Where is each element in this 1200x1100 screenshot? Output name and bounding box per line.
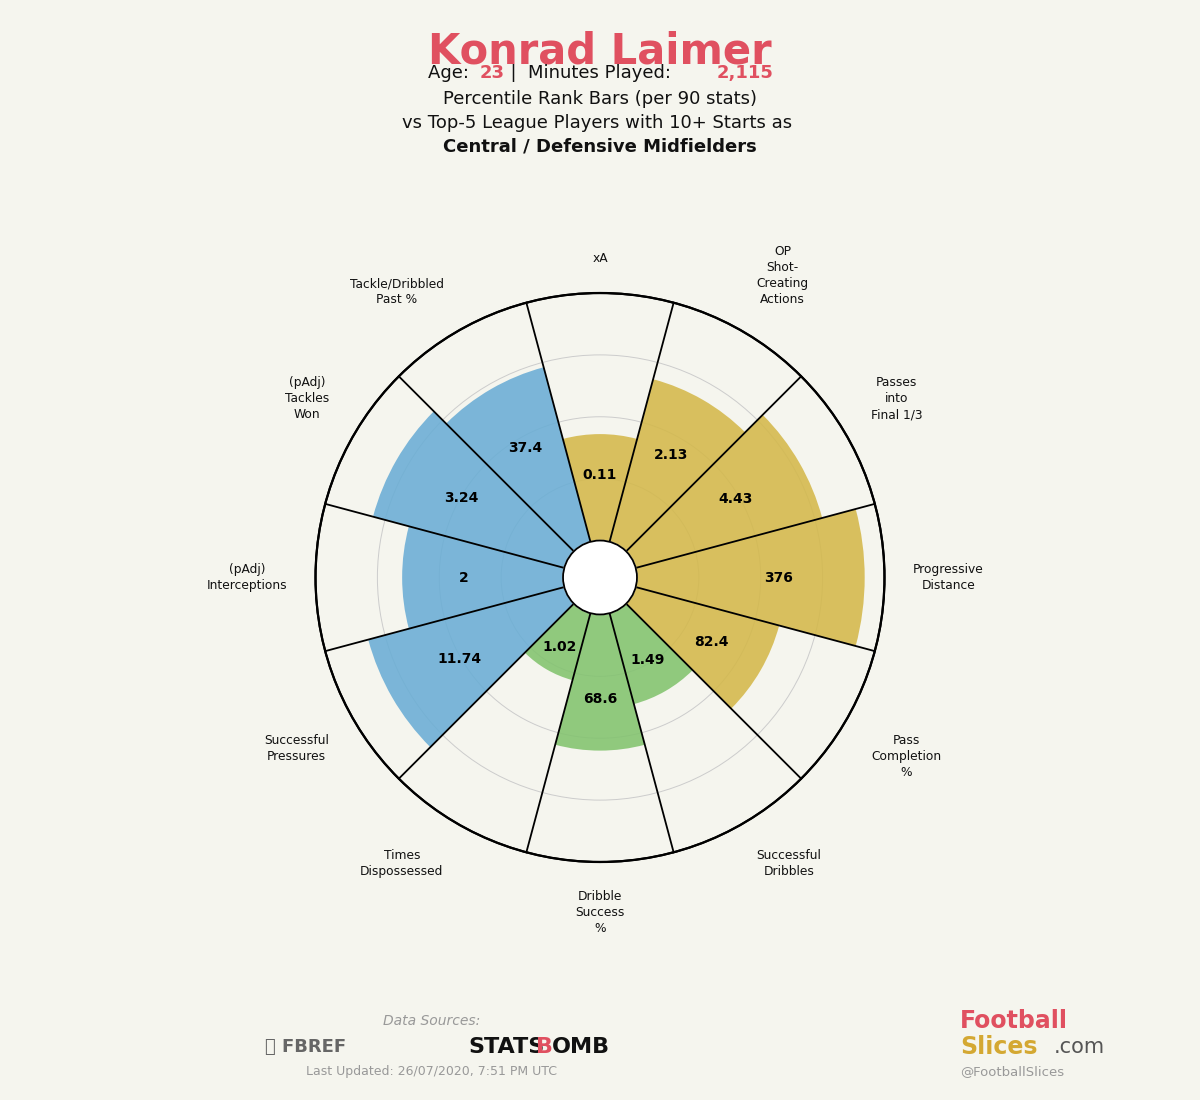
- Text: Football: Football: [960, 1009, 1068, 1033]
- Text: 1.02: 1.02: [542, 640, 577, 653]
- Text: .com: .com: [1054, 1037, 1105, 1057]
- Text: 2.13: 2.13: [654, 448, 688, 462]
- Text: 0.11: 0.11: [583, 468, 617, 482]
- Text: Dribble
Success
%: Dribble Success %: [575, 890, 625, 935]
- Wedge shape: [610, 379, 745, 551]
- Wedge shape: [563, 434, 637, 542]
- Text: 4.43: 4.43: [719, 492, 752, 506]
- Text: Passes
into
Final 1/3: Passes into Final 1/3: [871, 376, 923, 421]
- Wedge shape: [368, 587, 574, 747]
- Wedge shape: [626, 415, 822, 568]
- Text: 3.24: 3.24: [444, 491, 479, 505]
- Text: Central / Defensive Midfielders: Central / Defensive Midfielders: [443, 138, 757, 155]
- Text: Pass
Completion
%: Pass Completion %: [871, 734, 941, 779]
- Text: 23: 23: [480, 64, 505, 81]
- Text: 11.74: 11.74: [437, 652, 481, 666]
- Text: vs Top-5 League Players with 10+ Starts as: vs Top-5 League Players with 10+ Starts …: [402, 114, 798, 132]
- Text: Successful
Dribbles: Successful Dribbles: [756, 848, 821, 878]
- Text: 2: 2: [458, 571, 468, 584]
- Text: 37.4: 37.4: [509, 441, 542, 455]
- Text: Successful
Pressures: Successful Pressures: [264, 734, 329, 763]
- Text: OP
Shot-
Creating
Actions: OP Shot- Creating Actions: [756, 245, 809, 307]
- Text: Data Sources:: Data Sources:: [383, 1014, 481, 1027]
- Wedge shape: [610, 604, 692, 704]
- Wedge shape: [446, 367, 590, 551]
- Text: 376: 376: [763, 571, 792, 584]
- Text: Last Updated: 26/07/2020, 7:51 PM UTC: Last Updated: 26/07/2020, 7:51 PM UTC: [306, 1065, 558, 1078]
- Text: 1.49: 1.49: [630, 653, 665, 667]
- Wedge shape: [626, 587, 779, 708]
- Text: B: B: [536, 1037, 553, 1057]
- Text: STATS: STATS: [468, 1037, 545, 1057]
- Circle shape: [563, 540, 637, 615]
- Text: Percentile Rank Bars (per 90 stats): Percentile Rank Bars (per 90 stats): [443, 90, 757, 108]
- Text: Konrad Laimer: Konrad Laimer: [428, 31, 772, 73]
- Wedge shape: [556, 613, 644, 750]
- Text: xA: xA: [592, 252, 608, 265]
- Text: 2,115: 2,115: [716, 64, 773, 81]
- Text: @FootballSlices: @FootballSlices: [960, 1065, 1064, 1078]
- Wedge shape: [524, 604, 590, 680]
- Text: Times
Dispossessed: Times Dispossessed: [360, 848, 444, 878]
- Text: Tackle/Dribbled
Past %: Tackle/Dribbled Past %: [349, 277, 444, 307]
- Text: Progressive
Distance: Progressive Distance: [913, 563, 984, 592]
- Wedge shape: [373, 411, 574, 568]
- Text: ⚽ FBREF: ⚽ FBREF: [265, 1038, 347, 1056]
- Text: 82.4: 82.4: [695, 635, 730, 649]
- Text: OMB: OMB: [552, 1037, 610, 1057]
- Wedge shape: [402, 526, 564, 629]
- Text: Slices: Slices: [960, 1035, 1038, 1059]
- Wedge shape: [636, 509, 865, 646]
- Text: Age:: Age:: [428, 64, 475, 81]
- Text: 68.6: 68.6: [583, 692, 617, 706]
- Text: (pAdj)
Tackles
Won: (pAdj) Tackles Won: [284, 376, 329, 421]
- Text: |  Minutes Played:: | Minutes Played:: [499, 64, 677, 81]
- Text: (pAdj)
Interceptions: (pAdj) Interceptions: [206, 563, 287, 592]
